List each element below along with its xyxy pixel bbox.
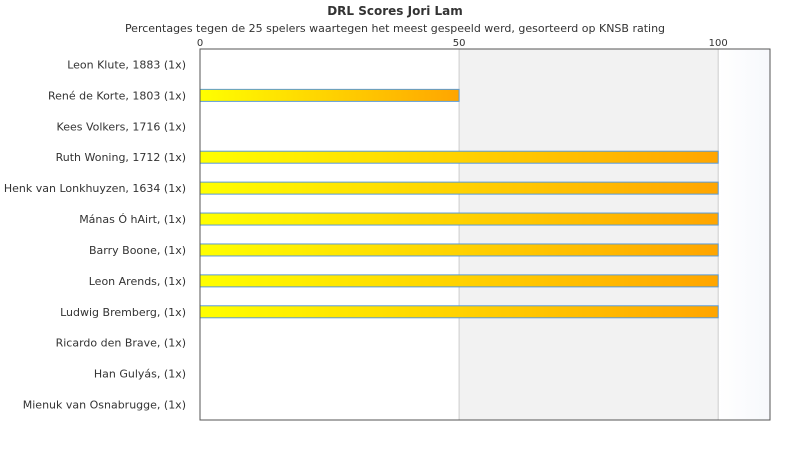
category-label: Mánas Ó hAirt, (1x) <box>79 213 186 226</box>
category-label: Ludwig Bremberg, (1x) <box>60 306 186 319</box>
bar <box>199 181 719 195</box>
plot-band <box>718 49 770 420</box>
bar <box>199 243 719 257</box>
x-tick-label: 50 <box>453 38 466 49</box>
category-label: Leon Klute, 1883 (1x) <box>67 58 186 71</box>
category-label: Ruth Woning, 1712 (1x) <box>56 151 186 164</box>
category-label: Kees Volkers, 1716 (1x) <box>57 120 186 133</box>
chart-subtitle: Percentages tegen de 25 spelers waartege… <box>124 22 666 35</box>
x-tick-label: 0 <box>197 38 203 49</box>
chart-title: DRL Scores Jori Lam <box>327 4 463 18</box>
category-label: René de Korte, 1803 (1x) <box>48 89 186 102</box>
category-label: Leon Arends, (1x) <box>89 275 186 288</box>
category-label: Henk van Lonkhuyzen, 1634 (1x) <box>4 182 186 195</box>
bar <box>199 305 719 319</box>
bar <box>199 150 719 164</box>
x-tick-label: 100 <box>709 38 728 49</box>
category-label: Ricardo den Brave, (1x) <box>56 337 186 350</box>
plot-band <box>459 49 719 420</box>
plot-frame <box>199 48 771 421</box>
bar <box>199 88 460 102</box>
category-label: Han Gulyás, (1x) <box>94 368 186 381</box>
bar <box>199 212 719 226</box>
category-label: Mienuk van Osnabrugge, (1x) <box>23 399 186 412</box>
bar <box>199 274 719 288</box>
category-label: Barry Boone, (1x) <box>89 244 186 257</box>
